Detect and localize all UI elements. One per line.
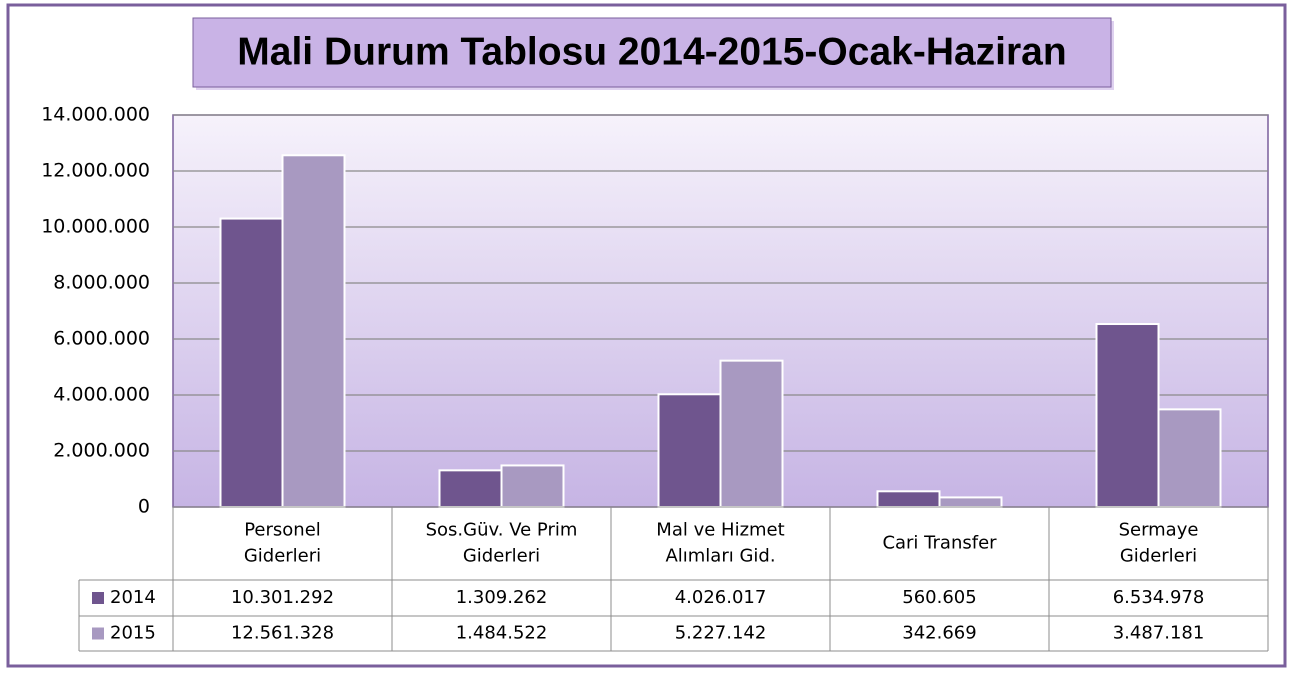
x-tick-label: Sos.Güv. Ve Prim — [426, 520, 578, 541]
x-tick-label: Cari Transfer — [882, 533, 997, 554]
y-tick-label: 14.000.000 — [41, 104, 150, 126]
title-box — [192, 17, 1112, 88]
data-label: 3.487.181 — [1113, 623, 1205, 644]
x-tick-label: Mal ve Hizmet — [656, 520, 784, 541]
data-label: 1.309.262 — [456, 587, 548, 608]
legend-swatch — [92, 627, 104, 640]
data-label: 6.534.978 — [1113, 587, 1205, 608]
legend-label: 2014 — [110, 587, 156, 608]
y-tick-label: 10.000.000 — [41, 216, 150, 238]
data-label: 12.561.328 — [231, 623, 334, 644]
x-tick-label: Giderleri — [1120, 546, 1197, 567]
bar — [1095, 323, 1160, 509]
y-tick-label: 0 — [138, 496, 150, 518]
data-label: 342.669 — [902, 623, 976, 644]
bar — [657, 393, 722, 508]
legend-label: 2015 — [110, 623, 156, 644]
y-tick-label: 2.000.000 — [53, 440, 150, 462]
data-label: 560.605 — [902, 587, 976, 608]
bar — [938, 496, 1003, 509]
y-tick-label: 12.000.000 — [41, 160, 150, 182]
bar — [500, 464, 565, 508]
x-tick-label: Sermaye — [1119, 520, 1199, 541]
y-tick-label: 4.000.000 — [53, 384, 150, 406]
y-tick-label: 8.000.000 — [53, 272, 150, 294]
x-tick-label: Alımları Gid. — [665, 546, 775, 567]
bar — [219, 217, 284, 509]
y-tick-label: 6.000.000 — [53, 328, 150, 350]
x-tick-label: Giderleri — [463, 546, 540, 567]
data-label: 10.301.292 — [231, 587, 334, 608]
bar — [1157, 408, 1222, 508]
bar — [438, 469, 503, 509]
x-tick-label: Personel — [244, 520, 321, 541]
data-label: 1.484.522 — [456, 623, 548, 644]
data-label: 4.026.017 — [675, 587, 767, 608]
legend-swatch — [92, 592, 104, 604]
data-label: 5.227.142 — [675, 623, 767, 644]
x-tick-label: Giderleri — [244, 546, 321, 567]
chart-title: Mali Durum Tablosu 2014-2015-Ocak-Hazira… — [237, 30, 1066, 73]
bar — [719, 359, 784, 508]
bar — [281, 154, 346, 509]
bar — [876, 490, 941, 509]
